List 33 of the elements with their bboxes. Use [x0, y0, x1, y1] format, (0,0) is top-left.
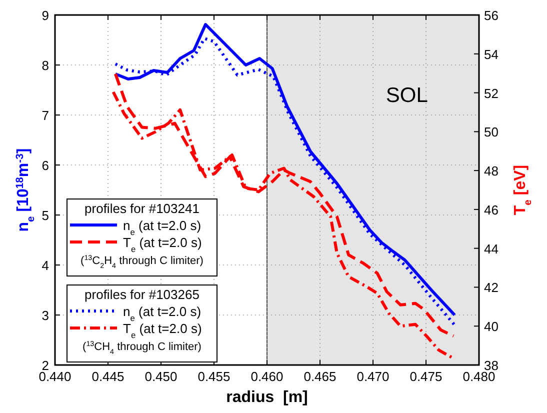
y2-tick-label: 40 — [484, 319, 498, 334]
y2-tick-label: 56 — [484, 8, 498, 23]
y-tick-label: 9 — [42, 8, 49, 23]
band-label: SOL — [386, 84, 428, 107]
legend-label: n$_{e}$ (at t=2.0 s) — [123, 218, 202, 237]
y2-tick-label: 42 — [484, 280, 498, 296]
y2-tick-label: 50 — [484, 124, 498, 140]
x-tick-label: 0.475 — [410, 369, 442, 384]
annotation: ($^{13}$C$_{2}$H$_{4}$ through C limiter) — [80, 254, 204, 270]
x-tick-label: 0.460 — [250, 369, 284, 384]
y-tick-label: 6 — [42, 158, 49, 173]
x-tick-label: 0.470 — [356, 369, 390, 384]
legend-label: n$_{e}$ (at t=2.0 s) — [123, 304, 202, 323]
y2-tick-label: 52 — [484, 86, 498, 101]
y-tick-label: 5 — [42, 208, 49, 223]
y-tick-label: 4 — [42, 258, 49, 273]
y2-tick-label: 44 — [484, 241, 498, 256]
annotation: ($^{13}$CH$_{4}$ through C limiter) — [82, 340, 202, 356]
y-tick-label: 8 — [42, 58, 49, 73]
y-tick-label: 3 — [42, 308, 49, 323]
x-axis-title: radius [m] — [226, 389, 308, 406]
y2-tick-label: 48 — [484, 164, 498, 179]
legend-label: T$_{e}$ (at t=2.0 s) — [123, 321, 202, 340]
y2-tick-label: 54 — [484, 46, 498, 62]
x-tick-label: 0.445 — [92, 369, 124, 384]
x-tick-label: 0.455 — [198, 369, 230, 384]
annotation: profiles for #103265 — [84, 287, 200, 302]
y-tick-label: 7 — [42, 108, 49, 123]
x-tick-label: 0.450 — [144, 369, 178, 384]
x-tick-label: 0.465 — [304, 369, 336, 384]
legend-label: T$_{e}$ (at t=2.0 s) — [123, 235, 202, 254]
annotation: profiles for #103241 — [84, 201, 200, 216]
y2-tick-label: 46 — [484, 202, 498, 218]
